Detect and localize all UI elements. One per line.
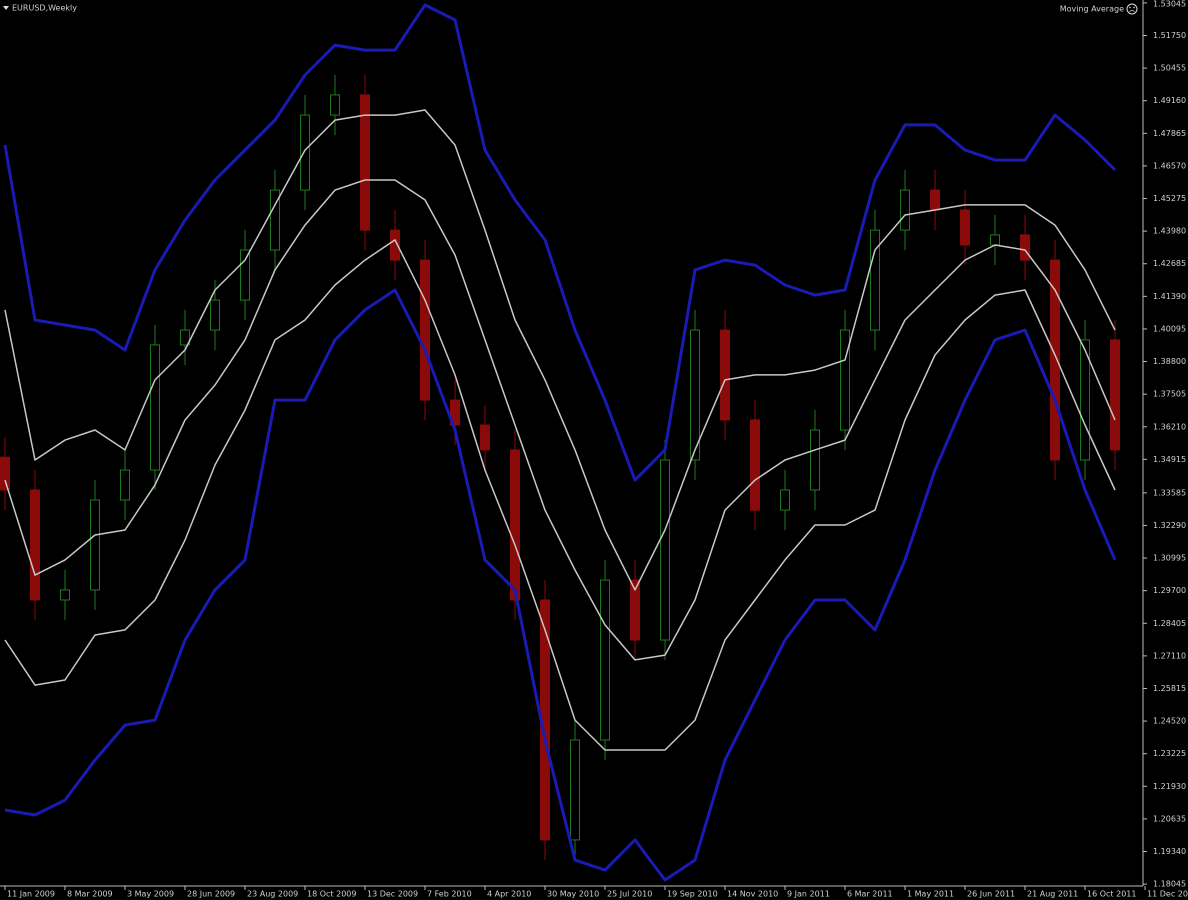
x-tick-label: 21 Aug 2011 [1027,890,1078,899]
y-tick-label: 1.28405 [1153,619,1186,628]
y-tick-label: 1.43980 [1153,227,1186,236]
candle-body [180,329,191,346]
x-tick-label: 30 May 2010 [547,890,599,899]
candle-body [240,249,251,301]
y-tick-label: 1.32290 [1153,521,1186,530]
plot [0,3,1121,882]
y-tick-label: 1.41390 [1153,292,1186,301]
x-tick-label: 1 May 2011 [907,890,954,899]
candle-body [660,459,671,641]
y-tick-label: 1.49160 [1153,96,1186,105]
candle-body [300,114,311,191]
x-tick-label: 3 May 2009 [127,890,174,899]
candle-body [120,469,131,501]
indicator-icon[interactable] [1126,3,1138,15]
y-tick-label: 1.47865 [1153,129,1186,138]
x-tick-label: 9 Jan 2011 [787,890,830,899]
x-tick-label: 26 Jun 2011 [967,890,1015,899]
y-tick-label: 1.27110 [1153,651,1186,660]
candle-body [750,419,761,511]
x-tick-label: 14 Nov 2010 [727,890,778,899]
y-tick-label: 1.18045 [1153,880,1186,889]
menu-arrow[interactable] [3,6,9,10]
y-tick-label: 1.38800 [1153,357,1186,366]
x-tick-label: 25 Jul 2010 [607,890,652,899]
candle-body [690,329,701,461]
y-tick-label: 1.37505 [1153,390,1186,399]
x-tick-label: 16 Oct 2011 [1087,890,1136,899]
candle-body [390,229,401,261]
y-tick-label: 1.33585 [1153,488,1186,497]
candle-body [810,429,821,491]
indicator-label: Moving Average [1060,5,1124,14]
candle-body [840,329,851,431]
y-tick-label: 1.50455 [1153,64,1186,73]
y-tick-label: 1.21930 [1153,782,1186,791]
ma-line [4,288,1117,882]
candle-body [0,456,11,491]
y-tick-label: 1.20635 [1153,814,1186,823]
candle-body [30,489,41,601]
candle-body [870,229,881,331]
y-tick-label: 1.25815 [1153,684,1186,693]
x-tick-label: 13 Dec 2009 [367,890,418,899]
candle-body [1080,339,1091,461]
x-tick-label: 7 Feb 2010 [427,890,472,899]
y-tick-label: 1.51750 [1153,31,1186,40]
candle-body [1020,234,1031,261]
candle-body [930,189,941,211]
candle-body [600,579,611,741]
candle-body [270,189,281,251]
x-tick-label: 4 Apr 2010 [487,890,531,899]
x-tick-label: 23 Aug 2009 [247,890,298,899]
y-tick-label: 1.42685 [1153,259,1186,268]
candle-body [480,424,491,451]
x-tick-label: 11 Jan 2009 [7,890,55,899]
x-tick-label: 19 Sep 2010 [667,890,718,899]
y-tick-label: 1.30995 [1153,554,1186,563]
candle-body [510,449,521,601]
ma-line [4,179,1116,661]
chart-title: EURUSD,Weekly [12,4,77,13]
candle-body [420,259,431,401]
candle-body [630,579,641,641]
y-tick-label: 1.45275 [1153,194,1186,203]
x-tick-label: 28 Jun 2009 [187,890,235,899]
ma-line [4,109,1116,591]
candle-body [90,499,101,591]
x-tick-label: 6 Mar 2011 [847,890,893,899]
candle-body [720,329,731,421]
y-tick-label: 1.34915 [1153,455,1186,464]
candle-body [960,209,971,246]
y-tick-label: 1.19340 [1153,847,1186,856]
candle-body [210,299,221,331]
candle-body [60,589,71,601]
x-tick-label: 18 Oct 2009 [307,890,356,899]
candle-body [150,344,161,471]
y-tick-label: 1.46570 [1153,161,1186,170]
y-tick-label: 1.29700 [1153,586,1186,595]
y-tick-label: 1.53045 [1153,0,1186,9]
candle-body [900,189,911,231]
candle-body [360,94,371,231]
candle-body [570,739,581,841]
candle-body [450,399,461,426]
y-tick-label: 1.40095 [1153,324,1186,333]
x-tick-label: 8 Mar 2009 [67,890,113,899]
y-tick-label: 1.36210 [1153,422,1186,431]
ma-line [3,3,1117,482]
candle-body [330,94,341,116]
candle-body [1050,259,1061,461]
ma-line [4,239,1116,751]
y-tick-label: 1.24520 [1153,717,1186,726]
candle-body [990,234,1001,246]
candle-body [780,489,791,511]
x-tick-label: 11 Dec 2011 [1147,890,1188,899]
y-tick-label: 1.23225 [1153,749,1186,758]
candle-body [1110,339,1121,451]
